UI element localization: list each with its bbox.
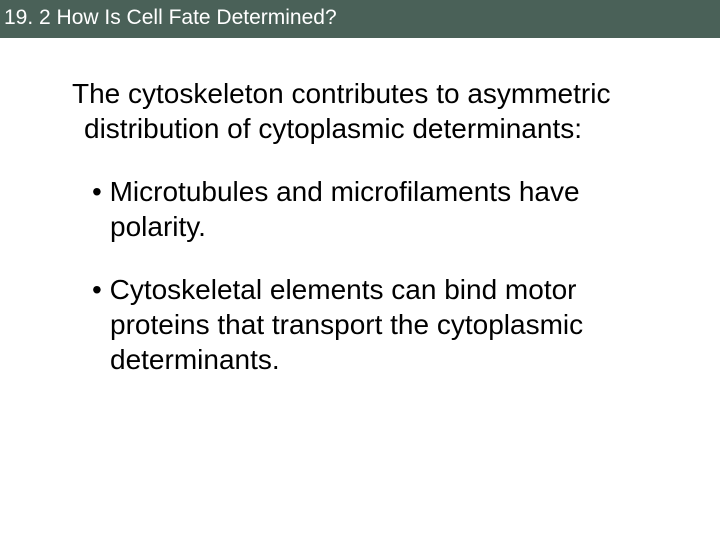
slide-content: The cytoskeleton contributes to asymmetr… — [0, 38, 720, 377]
header-title: 19. 2 How Is Cell Fate Determined? — [4, 6, 337, 29]
intro-text: The cytoskeleton contributes to asymmetr… — [84, 76, 660, 146]
slide-header: 19. 2 How Is Cell Fate Determined? — [0, 0, 720, 38]
bullet-item: Cytoskeletal elements can bind motor pro… — [72, 272, 660, 377]
bullet-item: Microtubules and microfilaments have pol… — [72, 174, 660, 244]
